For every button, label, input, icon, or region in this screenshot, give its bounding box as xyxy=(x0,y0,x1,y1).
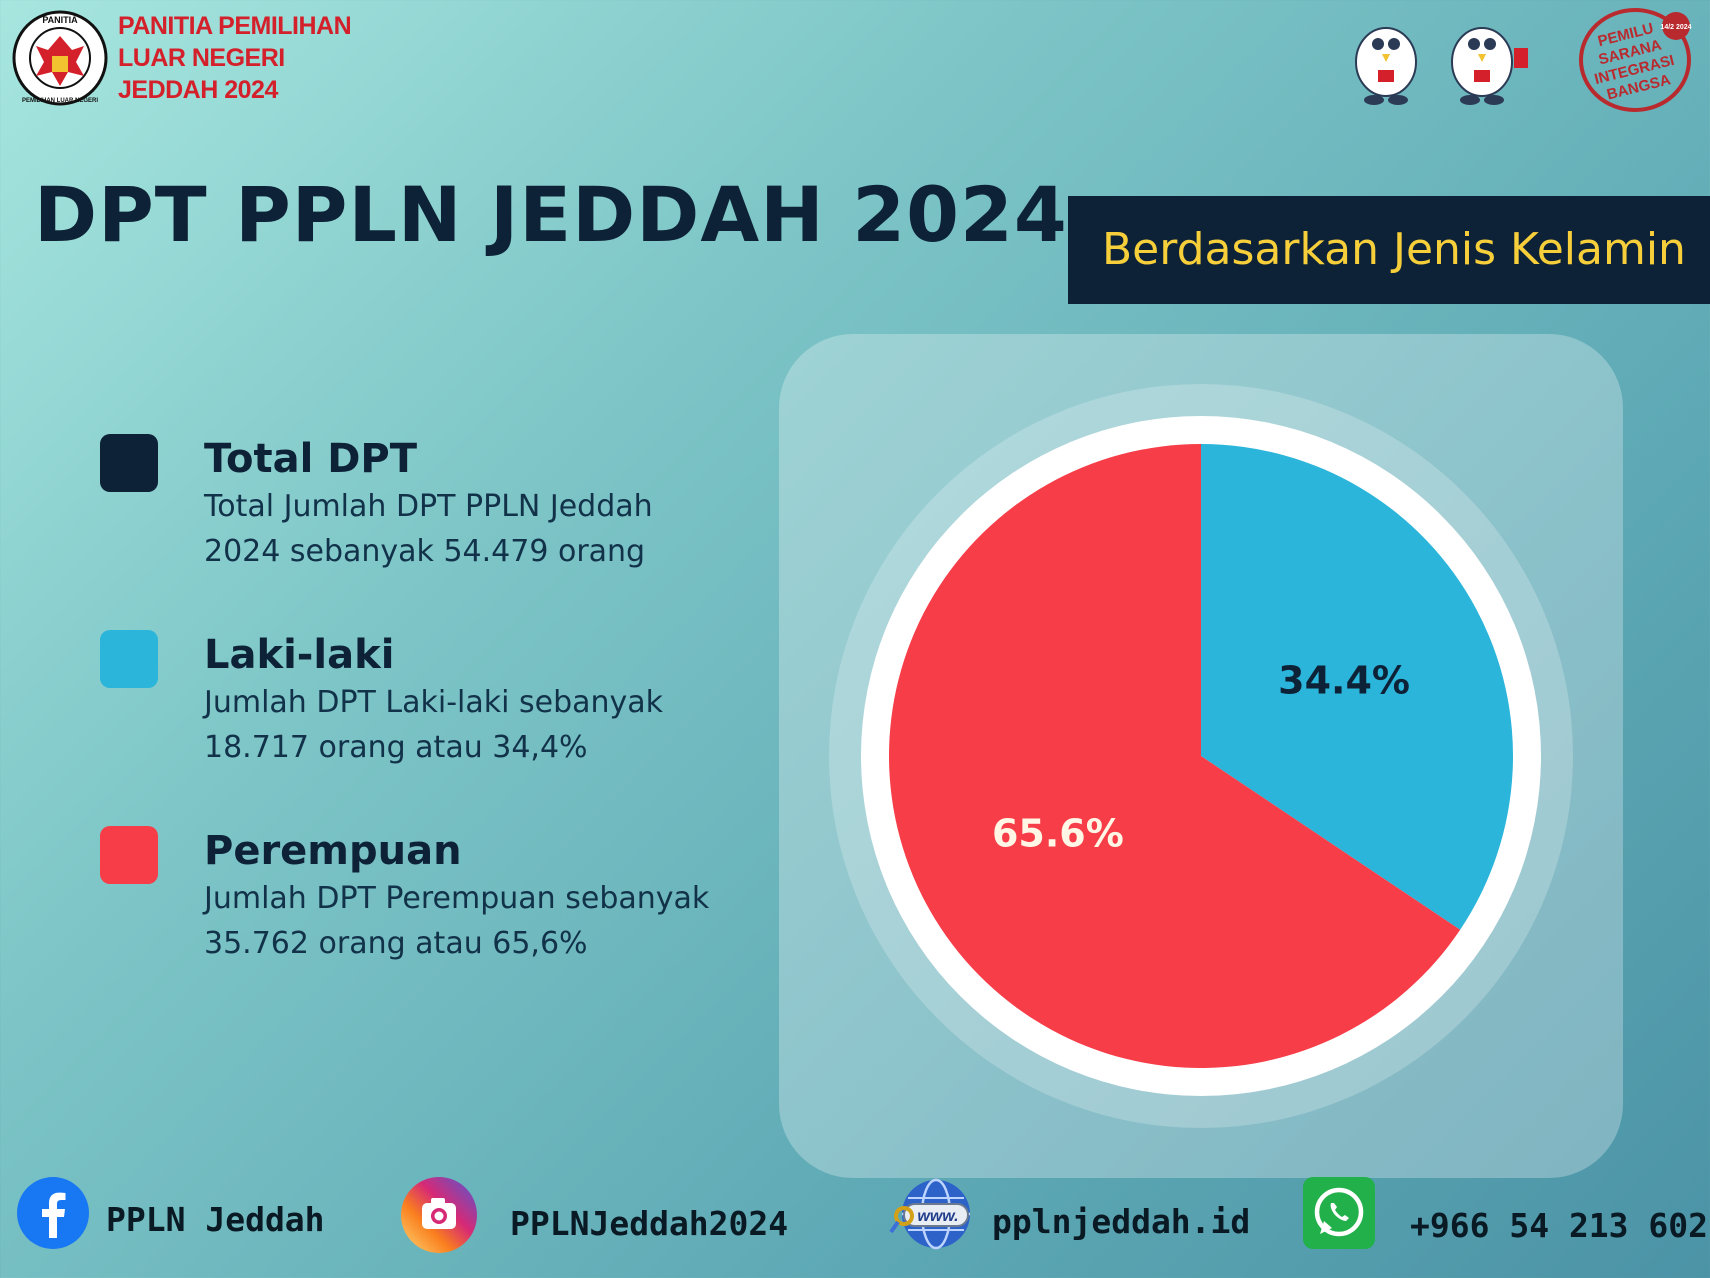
legend-desc-line: Total Jumlah DPT PPLN Jeddah xyxy=(204,489,653,524)
legend-desc-line: Jumlah DPT Laki-laki sebanyak xyxy=(204,685,664,720)
stamp-date: 14/2 2024 xyxy=(1660,24,1691,31)
mascot-illustration xyxy=(1355,27,1528,105)
pie-label-laki-laki: 34.4% xyxy=(1278,659,1410,703)
legend-swatch-total xyxy=(100,434,158,492)
mascot-right xyxy=(1451,27,1528,105)
pie-slice-laki-laki xyxy=(1201,444,1514,930)
pie-chart: 34.4% 65.6% xyxy=(829,384,1573,1128)
website-url: pplnjeddah.id xyxy=(992,1202,1251,1241)
pemilu-stamp: 14/2 2024 PEMILU SARANA INTEGRASI BANGSA xyxy=(1579,8,1692,112)
footer-whatsapp[interactable]: +966 54 213 6026 xyxy=(1302,1176,1710,1256)
instagram-handle: PPLNJeddah2024 xyxy=(510,1204,789,1243)
legend-swatch-male xyxy=(100,630,158,688)
org-line-3: JEDDAH 2024 xyxy=(118,76,278,104)
website-badge-text: www. xyxy=(917,1208,958,1225)
legend-desc-line: 2024 sebanyak 54.479 orang xyxy=(204,534,646,569)
globe-icon: www. xyxy=(889,1178,970,1250)
legend-desc-line: 18.717 orang atau 34,4% xyxy=(204,730,588,765)
pie-label-perempuan: 65.6% xyxy=(992,811,1124,855)
footer-facebook[interactable]: PPLN Jeddah xyxy=(16,1176,336,1256)
emblem-text-bottom: PEMILIHAN LUAR NEGERI xyxy=(22,98,98,104)
whatsapp-number: +966 54 213 6026 xyxy=(1410,1206,1710,1245)
facebook-icon xyxy=(17,1177,89,1249)
whatsapp-icon xyxy=(1303,1177,1375,1249)
facebook-handle: PPLN Jeddah xyxy=(106,1200,325,1239)
legend-desc-total: Total Jumlah DPT PPLN Jeddah 2024 sebany… xyxy=(204,484,653,574)
emblem-text-top: PANITIA xyxy=(42,15,78,25)
org-line-1: PANITIA PEMILIHAN xyxy=(118,12,352,40)
legend-title-total: Total DPT xyxy=(204,436,418,482)
legend-desc-female: Jumlah DPT Perempuan sebanyak 35.762 ora… xyxy=(204,876,709,966)
subtitle-text: Berdasarkan Jenis Kelamin xyxy=(1102,224,1686,275)
emblem-logo: PANITIA PEMILIHAN LUAR NEGERI xyxy=(12,10,108,106)
legend-desc-line: 35.762 orang atau 65,6% xyxy=(204,926,588,961)
organization-name: PANITIA PEMILIHAN LUAR NEGERI JEDDAH 202… xyxy=(118,10,352,106)
footer-instagram[interactable]: PPLNJeddah2024 xyxy=(400,1176,788,1256)
legend-title-male: Laki-laki xyxy=(204,632,395,678)
page-title: DPT PPLN JEDDAH 2024 xyxy=(34,170,1068,259)
instagram-icon xyxy=(401,1177,477,1253)
footer-website[interactable]: www. pplnjeddah.id xyxy=(888,1176,1250,1256)
legend-desc-line: Jumlah DPT Perempuan sebanyak xyxy=(204,881,710,916)
legend-desc-male: Jumlah DPT Laki-laki sebanyak 18.717 ora… xyxy=(204,680,663,770)
pie-slice-perempuan xyxy=(889,444,1461,1068)
mascot-left xyxy=(1355,27,1417,105)
legend-swatch-female xyxy=(100,826,158,884)
legend-title-female: Perempuan xyxy=(204,828,462,874)
subtitle-banner: Berdasarkan Jenis Kelamin xyxy=(1068,196,1710,304)
org-line-2: LUAR NEGERI xyxy=(118,44,285,72)
